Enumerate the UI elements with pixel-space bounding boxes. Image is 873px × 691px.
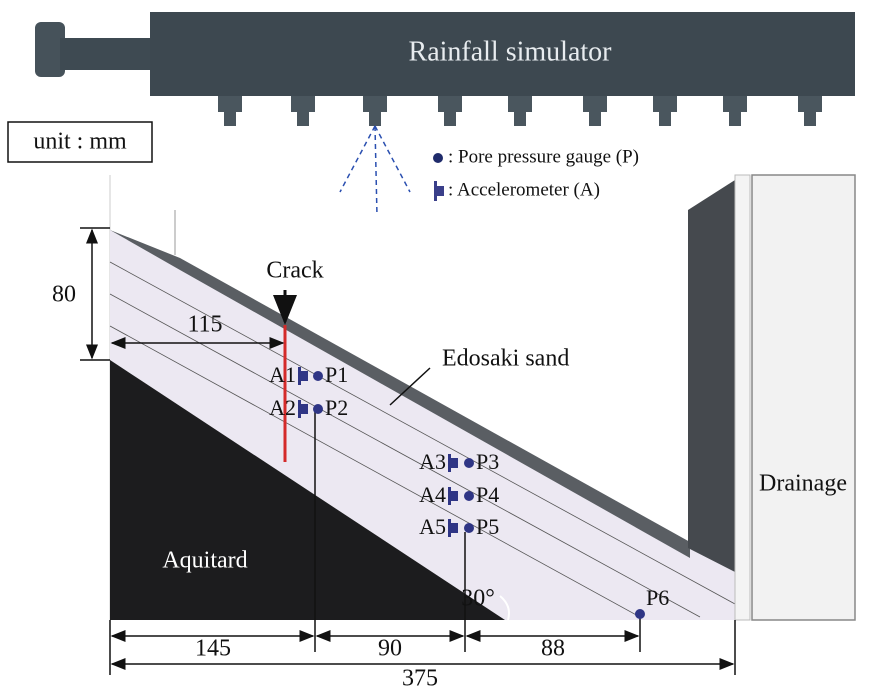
- drainage-label: Drainage: [759, 471, 847, 497]
- crack-label: Crack: [266, 258, 323, 284]
- acc-label: A5: [419, 514, 446, 539]
- legend-acc-icon: [434, 181, 444, 201]
- model: [109, 174, 856, 621]
- dim-label: 375: [402, 666, 438, 691]
- acc-label: A1: [269, 362, 296, 387]
- spray: [339, 125, 411, 217]
- acc-label: A4: [419, 482, 446, 507]
- unit-label: unit : mm: [33, 129, 127, 155]
- aquitard-label: Aquitard: [162, 548, 247, 574]
- pore-label: P5: [476, 514, 499, 539]
- pore-label: P4: [476, 482, 499, 507]
- sand-label: Edosaki sand: [442, 346, 569, 372]
- dimensions: 80 115 145 90 88 375: [52, 227, 736, 691]
- legend-dot: [433, 153, 443, 163]
- acc-label: A3: [419, 449, 446, 474]
- legend-text: : Accelerometer (A): [448, 179, 600, 200]
- pore-label: P2: [325, 395, 348, 420]
- sensors: A1 A2 A3 A4 A5 P1 P2 P3 P4 P5 P6: [269, 362, 669, 652]
- dim-label: 115: [187, 312, 222, 338]
- legend-text: : Pore pressure gauge (P): [448, 146, 639, 167]
- unit-box: [7, 121, 153, 163]
- dim-label: 90: [378, 636, 402, 662]
- dim-label: 88: [541, 636, 565, 662]
- acc-label: A2: [269, 395, 296, 420]
- pore-label: P6: [646, 585, 669, 610]
- dim-label: 80: [52, 282, 76, 308]
- angle-label: 30°: [461, 586, 495, 612]
- leader: [389, 367, 431, 406]
- dim-label: 145: [195, 636, 231, 662]
- pore-label: P3: [476, 449, 499, 474]
- rainfall-simulator: Rainfall simulator: [35, 12, 855, 126]
- simulator-title: Rainfall simulator: [409, 36, 613, 67]
- pore-label: P1: [325, 362, 348, 387]
